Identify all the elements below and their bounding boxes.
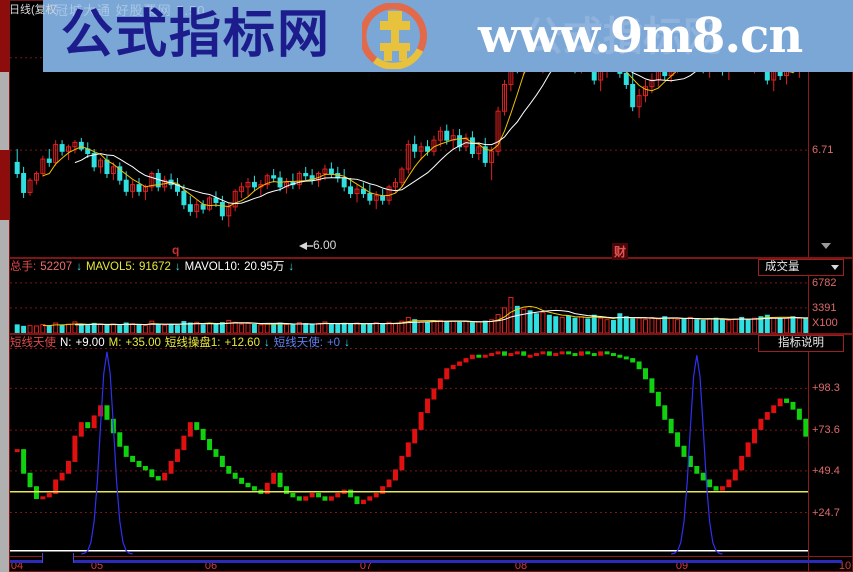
chart-marker-dividend[interactable]: 财: [612, 243, 629, 260]
readout-token: ↓: [174, 261, 181, 273]
readout-token: 总手:: [10, 261, 37, 273]
left-gutter-scrollbar[interactable]: [0, 0, 9, 572]
volume-axis-unit: X100: [812, 317, 838, 329]
indicator-readout: 短线天使 N: +9.00 M: +35.00 短线操盘1: +12.60 ↓ 短线天使: +0 ↓: [10, 336, 354, 351]
readout-token: MAVOL5:: [85, 261, 135, 273]
chevron-down-icon: [831, 265, 839, 270]
chart-marker-q[interactable]: q: [172, 243, 180, 257]
scrollbar-thumb[interactable]: [42, 553, 74, 563]
watermark-banner: 冠城大通 好股票网 7.50 公式指标网 公式指标网 www.9m8.cn: [43, 0, 853, 72]
window-title: 日线(复权: [9, 4, 57, 16]
readout-token: +9.00: [75, 337, 105, 349]
banner-site-url: www.9m8.cn: [478, 8, 803, 64]
banner-ghost-title: 公式指标网: [523, 15, 723, 59]
readout-token: 20.95万: [244, 261, 285, 273]
readout-token: 短线天使: [10, 337, 56, 349]
banner-ghost-text: 冠城大通 好股票网 7.50: [55, 3, 206, 18]
axis-caret-icon: [821, 243, 831, 249]
x-axis-tick: 09: [675, 560, 689, 572]
x-axis-tick: 07: [359, 560, 373, 572]
banner-site-title: 公式指标网: [61, 5, 332, 65]
indicator-plot-area[interactable]: [10, 335, 808, 571]
indicator-axis-tick: +24.7: [812, 506, 840, 519]
readout-token: 短线天使:: [273, 337, 323, 349]
indicator-help-button[interactable]: 指标说明: [758, 335, 844, 352]
readout-token: 短线操盘1:: [164, 337, 221, 349]
gutter-segment: [0, 150, 9, 220]
x-axis-tick: 06: [204, 560, 218, 572]
price-axis-tick: 6.71: [812, 144, 834, 157]
indicator-help-label: 指标说明: [778, 337, 824, 349]
readout-token: ↓: [76, 261, 82, 273]
readout-token: +0: [326, 337, 341, 349]
indicator-axis-tick: +49.4: [812, 464, 840, 477]
x-axis-tick: 05: [90, 560, 104, 572]
indicator-axis-tick: +98.3: [812, 382, 840, 395]
x-axis-tick: 04: [10, 560, 24, 572]
readout-token: MAVOL10:: [184, 261, 241, 273]
readout-token: M:: [108, 337, 122, 349]
volume-axis-tick: 3391: [812, 301, 837, 314]
volume-axis-tick: 6782: [812, 276, 837, 289]
x-axis-line: [9, 556, 853, 557]
readout-token: ↓: [288, 261, 295, 273]
readout-token: 52207: [40, 261, 73, 273]
readout-token: +35.00: [125, 337, 161, 349]
price-annotation-label: 6.00: [313, 238, 337, 252]
indicator-chart-panel: +122+98.3+73.6+49.4+24.7: [9, 334, 853, 572]
volume-dropdown-label: 成交量: [765, 261, 800, 273]
volume-chart-panel: 6782 3391 X100: [9, 258, 853, 334]
gutter-segment: [0, 0, 9, 72]
arrow-left-icon: [299, 242, 313, 250]
readout-token: ↓: [263, 337, 270, 349]
x-axis-tick: 08: [514, 560, 528, 572]
horizontal-scrollbar[interactable]: [10, 560, 842, 563]
volume-readout: 总手: 52207 ↓ MAVOL5: 91672 ↓ MAVOL10: 20.95万 ↓: [10, 260, 298, 275]
readout-token: +12.60: [224, 337, 260, 349]
x-axis-tick: 10: [838, 560, 852, 572]
readout-token: ↓: [344, 337, 350, 349]
price-annotation-6-00: 6.00: [299, 238, 337, 252]
9m8-seal-logo-icon: [362, 3, 427, 69]
volume-indicator-dropdown[interactable]: 成交量: [758, 259, 844, 276]
readout-token: 91672: [138, 261, 171, 273]
x-axis: 04 05 06 07 08 09 10: [9, 556, 853, 572]
volume-y-axis: 6782 3391 X100: [808, 259, 852, 333]
readout-token: N:: [60, 337, 72, 349]
indicator-axis-tick: +73.6: [812, 424, 840, 437]
indicator-y-axis: +122+98.3+73.6+49.4+24.7: [808, 335, 852, 571]
